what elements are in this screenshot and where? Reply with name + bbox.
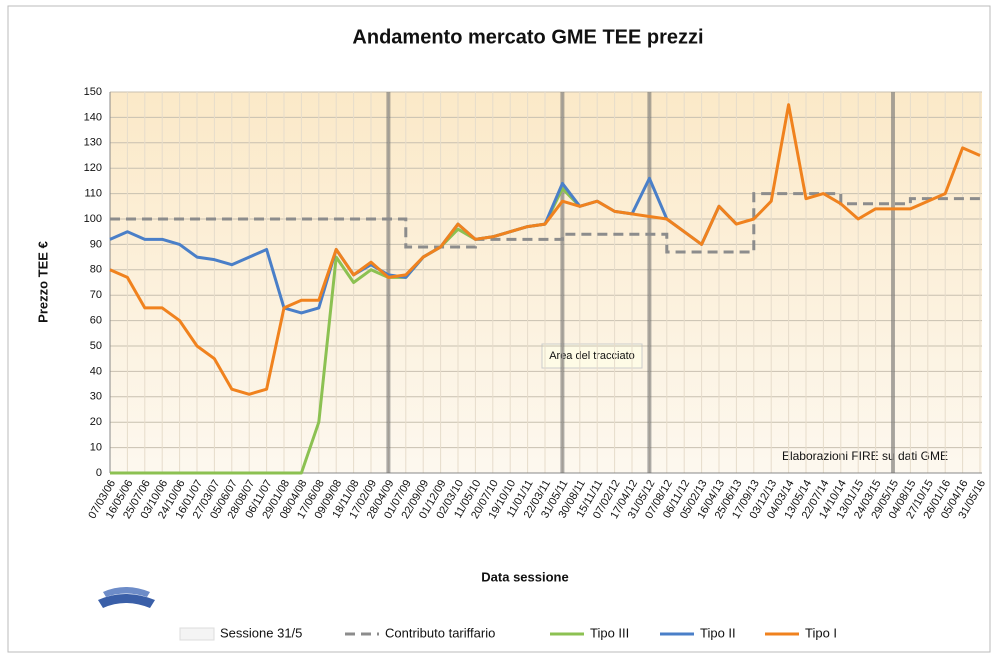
y-tick-label: 10 [90,442,102,454]
session-bar [386,92,391,473]
legend-label: Sessione 31/5 [220,625,302,640]
y-tick-label: 80 [90,264,102,276]
plot-area [110,92,982,473]
session-bar [560,92,565,473]
legend-label: Contributo tariffario [385,625,495,640]
y-tick-label: 90 [90,238,102,250]
series-line [109,103,981,396]
y-tick-label: 140 [84,111,102,123]
x-axis-label: Data sessione [481,569,568,584]
y-tick-label: 20 [90,416,102,428]
legend-label: Tipo II [700,625,736,640]
annotation: Elaborazioni FIRE su dati GME [782,449,948,463]
legend-label: Tipo I [805,625,837,640]
y-tick-label: 40 [90,365,102,377]
legend-label: Tipo III [590,625,629,640]
y-tick-label: 150 [84,86,102,98]
y-tick-label: 120 [84,162,102,174]
session-bar [891,92,895,473]
tariff-line [110,192,980,254]
y-tick-label: 100 [84,213,102,225]
y-axis-label: Prezzo TEE € [35,241,50,323]
y-tick-label: 60 [90,315,102,327]
legend-swatch [179,627,215,641]
y-tick-label: 130 [84,137,102,149]
annotation: Area del tracciato [549,350,635,362]
session-bar [647,92,652,473]
logo [98,587,155,608]
annotation-box [541,343,643,369]
y-tick-label: 30 [90,391,102,403]
chart-title: Andamento mercato GME TEE prezzi [352,26,703,48]
y-tick-label: 110 [84,188,102,200]
y-tick-label: 0 [96,467,102,479]
y-tick-label: 50 [90,340,102,352]
y-tick-label: 70 [90,289,102,301]
